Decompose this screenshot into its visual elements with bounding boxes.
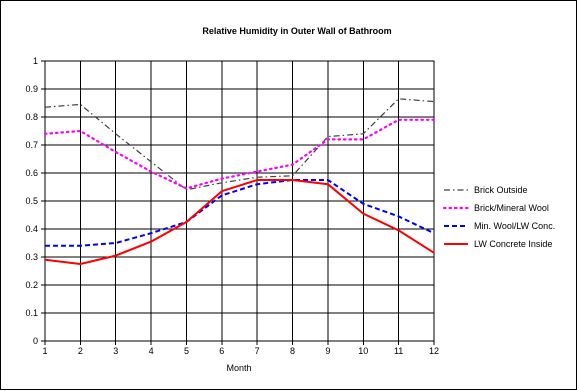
series-line-1: [44, 98, 435, 191]
x-tick-label: 6: [219, 346, 224, 356]
x-tick-label: 3: [113, 346, 118, 356]
y-tick-label: 0.2: [25, 280, 38, 290]
x-tick-label: 7: [255, 346, 260, 356]
chart-title: Relative Humidity in Outer Wall of Bathr…: [202, 26, 391, 36]
series-line-3: [45, 179, 435, 247]
x-tick-label: 11: [394, 346, 403, 356]
legend-label-2: Brick/Mineral Wool: [474, 203, 549, 213]
x-tick-label: 8: [290, 346, 295, 356]
legend-label-4: LW Concrete Inside: [474, 239, 552, 249]
y-tick-label: 0.5: [25, 196, 38, 206]
y-tick-label: 0.4: [25, 224, 38, 234]
y-tick-label: 0.9: [25, 84, 38, 94]
x-axis-label: Month: [226, 363, 251, 373]
x-tick-label: 10: [358, 346, 368, 356]
legend: Brick Outside Brick/Mineral Wool Min. Wool…: [442, 185, 555, 249]
x-tick-label: 2: [78, 346, 83, 356]
x-tick-label: 1: [42, 346, 47, 356]
legend-label-3: Min. Wool/LW Conc.: [474, 221, 555, 231]
y-tick-label: 0.6: [25, 168, 38, 178]
y-tick-label: 0: [33, 336, 38, 346]
x-tick-label: 9: [325, 346, 330, 356]
series-line-4: [44, 179, 435, 265]
y-tick-label: 0.7: [25, 140, 38, 150]
y-tick-label: 0.3: [25, 252, 38, 262]
series-line-2: [43, 118, 436, 190]
y-tick-label: 1: [33, 56, 38, 66]
axes: [41, 60, 435, 345]
x-tick-labels: 1 2 3 4 5 6 7 8 9 10 11 12: [42, 346, 439, 356]
series-lines: [43, 98, 436, 265]
x-tick-label: 12: [429, 346, 439, 356]
y-tick-label: 0.1: [25, 308, 38, 318]
x-tick-label: 5: [184, 346, 189, 356]
y-tick-labels: 0 0.1 0.2 0.3 0.4 0.5 0.6 0.7 0.8 0.9 1: [25, 56, 38, 346]
y-tick-label: 0.8: [25, 112, 38, 122]
x-tick-label: 4: [149, 346, 154, 356]
legend-label-1: Brick Outside: [474, 185, 528, 195]
